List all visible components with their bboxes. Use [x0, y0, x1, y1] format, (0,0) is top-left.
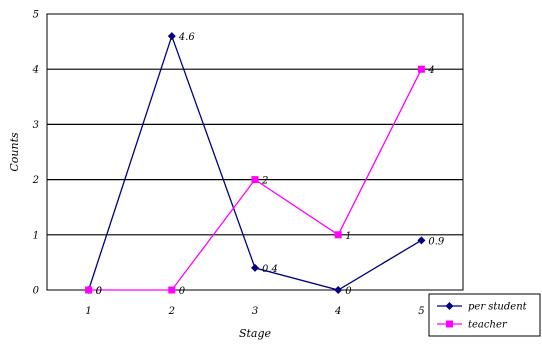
y-tick-label: 4	[32, 65, 39, 76]
legend: per student teacher	[428, 293, 541, 337]
data-point	[251, 263, 259, 272]
gridlines	[47, 68, 463, 236]
data-point	[167, 32, 176, 41]
data-point	[85, 286, 93, 294]
data-label: 0	[345, 286, 352, 297]
x-tick-label: 1	[85, 306, 91, 317]
legend-swatch-marker	[446, 320, 453, 328]
y-tick-label: 3	[33, 120, 39, 131]
legend-label: teacher	[468, 320, 508, 331]
data-label: 0	[96, 286, 103, 297]
x-axis-ticks: 1 2 3 4 5	[85, 306, 424, 317]
data-label: 2	[261, 176, 268, 187]
x-tick-label: 2	[168, 306, 175, 317]
data-label: 0	[96, 286, 103, 297]
series-line	[87, 34, 422, 291]
data-point	[417, 65, 425, 73]
legend-box	[428, 293, 541, 337]
data-point	[251, 176, 259, 184]
legend-swatch-marker	[445, 302, 454, 310]
x-tick-label: 3	[252, 306, 258, 317]
data-point	[168, 286, 176, 294]
y-axis-ticks: 0 1 2 3 4 5	[32, 10, 40, 297]
data-label: 0.9	[428, 236, 445, 247]
series-layer	[84, 32, 426, 294]
data-point	[417, 236, 426, 245]
x-axis-title: Stage	[239, 327, 272, 340]
y-tick-label: 2	[32, 175, 39, 186]
x-tick-label: 5	[418, 306, 424, 317]
y-axis-title: Counts	[8, 132, 21, 172]
legend-label: per student	[468, 302, 528, 313]
data-label: 1	[345, 231, 351, 242]
data-point	[334, 286, 343, 294]
x-tick-label: 4	[334, 306, 341, 317]
data-label: 4	[427, 65, 434, 76]
series-teacher	[85, 65, 425, 294]
legend-items: per student teacher	[437, 302, 528, 331]
plot-area-frame	[46, 13, 464, 291]
y-tick-label: 5	[33, 10, 39, 21]
data-point	[334, 231, 342, 239]
data-label: 0.4	[262, 264, 278, 275]
y-tick-label: 1	[33, 230, 39, 241]
data-label: 0	[179, 286, 186, 297]
data-label: 4.6	[178, 32, 196, 43]
y-tick-label: 0	[33, 286, 40, 297]
